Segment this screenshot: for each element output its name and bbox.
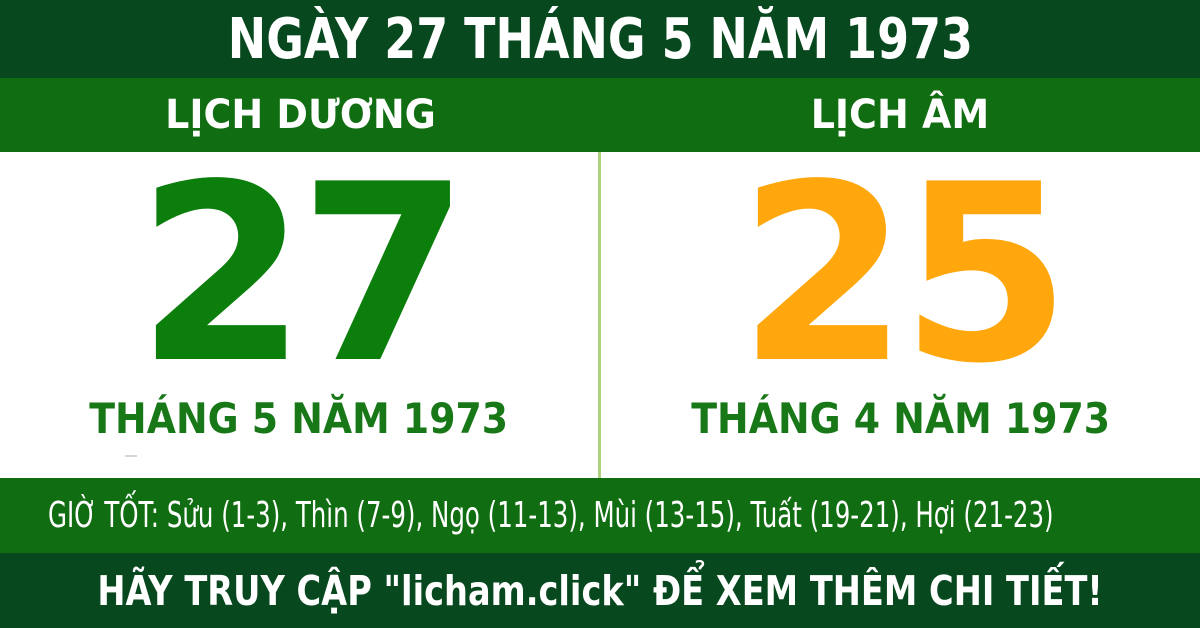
panel-divider <box>598 152 601 478</box>
lunar-panel: 25 THÁNG 4 NĂM 1973 <box>601 152 1200 478</box>
solar-month-text: THÁNG 5 NĂM 1973 <box>89 394 509 443</box>
ink-smudge-mark <box>125 455 137 457</box>
lunar-header-cell: LỊCH ÂM <box>600 78 1200 152</box>
footer-call-to-action: HÃY TRUY CẬP "licham.click" ĐỂ XEM THÊM … <box>97 566 1103 615</box>
calendar-body: 27 THÁNG 5 NĂM 1973 25 THÁNG 4 NĂM 1973 <box>0 152 1200 478</box>
lunar-day-number: 25 <box>738 132 1071 417</box>
solar-day-number: 27 <box>136 132 470 417</box>
lunar-month-label: THÁNG 4 NĂM 1973 <box>601 398 1200 440</box>
solar-calendar-header: LỊCH DƯƠNG <box>164 92 436 138</box>
lunar-month-text: THÁNG 4 NĂM 1973 <box>691 394 1110 443</box>
good-hours-text: GIỜ TỐT: Sửu (1-3), Thìn (7-9), Ngọ (11-… <box>48 495 1054 536</box>
page-title: NGÀY 27 THÁNG 5 NĂM 1973 <box>227 6 973 72</box>
footer-banner: HÃY TRUY CẬP "licham.click" ĐỂ XEM THÊM … <box>0 553 1200 628</box>
solar-panel: 27 THÁNG 5 NĂM 1973 <box>0 152 598 478</box>
solar-month-label: THÁNG 5 NĂM 1973 <box>0 398 598 440</box>
column-headers: LỊCH DƯƠNG LỊCH ÂM <box>0 78 1200 152</box>
lunar-calendar-header: LỊCH ÂM <box>810 92 990 138</box>
good-hours-bar: GIỜ TỐT: Sửu (1-3), Thìn (7-9), Ngọ (11-… <box>0 478 1200 553</box>
solar-header-cell: LỊCH DƯƠNG <box>0 78 600 152</box>
header-banner: NGÀY 27 THÁNG 5 NĂM 1973 <box>0 0 1200 78</box>
